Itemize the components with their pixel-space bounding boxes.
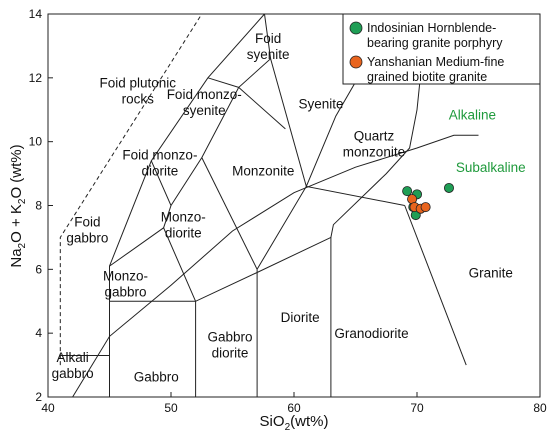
field-label-line: syenite: [247, 47, 290, 62]
field-boundary: [207, 77, 239, 88]
y-tick-label: 4: [35, 326, 42, 340]
field-boundary: [201, 157, 258, 270]
field-label-line: Quartz: [354, 128, 395, 143]
field-label-line: Monzonite: [232, 163, 294, 178]
foid-dashed-boundary: [59, 13, 203, 366]
field-label-monzodiorite: Monzo-diorite: [161, 210, 206, 241]
field-label-line: gabbro: [104, 285, 146, 300]
field-label-line: Monzo-: [103, 269, 148, 284]
y-axis-title-part: 2: [17, 198, 28, 204]
legend-box: [342, 13, 541, 85]
field-label-line: Foid monzo-: [122, 147, 197, 162]
y-tick-label: 2: [35, 390, 42, 404]
legend-marker: [349, 55, 363, 69]
field-label-line: gabbro: [52, 366, 94, 381]
field-label-foid-plutonic-rocks: Foid plutonic rocks: [100, 76, 177, 107]
y-axis-title-part: O + K: [8, 204, 25, 243]
field-boundary: [404, 205, 467, 366]
field-label-line: Gabbro: [134, 369, 179, 384]
y-tick-label: 14: [29, 7, 43, 21]
field-label-monzonite: Monzonite: [232, 163, 294, 178]
field-label-line: diorite: [165, 226, 202, 241]
alkaline-divider-line: [72, 134, 479, 398]
field-label-line: syenite: [183, 103, 226, 118]
x-axis-title-unit: (wt%): [290, 413, 328, 430]
field-label-foid-monzosyenite: Foid monzo-syenite: [167, 87, 242, 118]
field-label-line: Granite: [469, 266, 513, 281]
legend-entry-line: Yanshanian Medium-fine: [367, 55, 504, 69]
field-label-quartz-monzonite: Quartz monzonite: [343, 128, 405, 159]
field-label-line: Foid: [255, 31, 281, 46]
field-label-foid-gabbro: Foid gabbro: [66, 214, 108, 245]
label-subalkaline: Subalkaline: [456, 160, 526, 175]
legend-marker: [349, 21, 363, 35]
alkaline-subalkaline-divider: [72, 134, 479, 398]
x-tick-label: 80: [533, 401, 547, 415]
y-tick-label: 10: [29, 135, 43, 149]
point-series-1: [443, 182, 454, 193]
legend-entry-line: Indosinian Hornblende-: [367, 21, 496, 35]
field-label-line: diorite: [142, 163, 179, 178]
data-points: [402, 182, 454, 221]
field-label-line: gabbro: [66, 230, 108, 245]
point-series-2: [420, 202, 431, 213]
legend-entry: Yanshanian Medium-fine grained biotite gr…: [367, 55, 504, 84]
field-label-line: Alkali: [56, 350, 88, 365]
field-label-line: Monzo-: [161, 210, 206, 225]
x-tick-label: 50: [164, 401, 178, 415]
field-label-line: Diorite: [281, 310, 320, 325]
legend-entry-line: grained biotite granite: [367, 70, 487, 84]
field-label-line: diorite: [212, 345, 249, 360]
y-axis-title-part: O (wt%): [8, 144, 25, 198]
field-label-line: Gabbro: [208, 329, 253, 344]
x-tick-label: 40: [41, 401, 55, 415]
field-boundary: [109, 61, 423, 302]
field-label-syenite: Syenite: [299, 96, 344, 111]
field-label-line: Syenite: [299, 96, 344, 111]
y-axis-title-part: 2: [17, 242, 28, 248]
field-label-foid-syenite: Foid syenite: [247, 31, 290, 62]
field-label-monzogabbro: Monzo-gabbro: [103, 269, 148, 300]
y-axis-title-part: Na: [8, 248, 25, 268]
field-label-granodiorite: Granodiorite: [334, 326, 408, 341]
legend-entry-line: bearing granite porphyry: [367, 36, 503, 50]
field-label-gabbro: Gabbro: [134, 369, 179, 384]
y-axis-title: Na2O + K2O (wt%): [8, 144, 28, 267]
field-boundary: [238, 87, 286, 130]
legend: Indosinian Hornblende-bearing granite po…: [342, 13, 541, 85]
field-label-gabbro-diorite: Gabbro diorite: [208, 329, 253, 360]
field-label-granite: Granite: [469, 266, 513, 281]
point-series-1: [402, 186, 413, 197]
field-label-line: monzonite: [343, 144, 405, 159]
field-boundary: [270, 58, 307, 187]
y-tick-label: 8: [35, 199, 42, 213]
field-label-line: Granodiorite: [334, 326, 408, 341]
field-label-line: Foid plutonic: [100, 76, 177, 91]
field-label-line: Foid monzo-: [167, 87, 242, 102]
y-tick-label: 12: [29, 71, 43, 85]
axis-ticks: 40 50 60 70 80 2 4 6 8 10 12 14: [29, 7, 547, 415]
field-label-foid-monzodiorite: Foid monzo-diorite: [122, 147, 197, 178]
field-label-line: Foid: [74, 214, 100, 229]
label-alkaline: Alkaline: [449, 108, 496, 123]
x-tick-label: 60: [287, 401, 301, 415]
field-label-alkali-gabbro: Alkali gabbro: [52, 350, 94, 381]
x-tick-label: 70: [410, 401, 424, 415]
x-axis-title: SiO2(wt%): [260, 413, 329, 433]
field-label-line: rocks: [122, 92, 155, 107]
legend-entry: Indosinian Hornblende-bearing granite po…: [367, 21, 503, 50]
x-axis-title-subscript: 2: [285, 422, 291, 433]
field-boundaries: [59, 13, 467, 397]
field-label-diorite: Diorite: [281, 310, 320, 325]
y-tick-label: 6: [35, 262, 42, 276]
